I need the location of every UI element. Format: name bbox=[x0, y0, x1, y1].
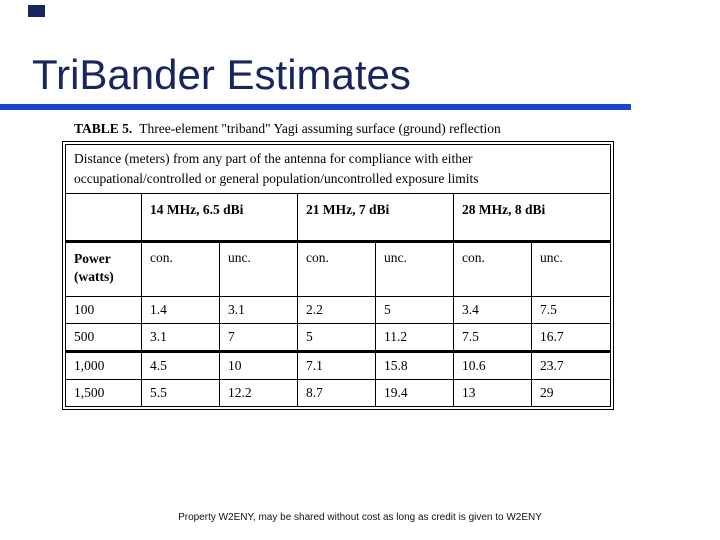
table-caption: TABLE 5. Three-element "triband" Yagi ass… bbox=[62, 121, 507, 138]
power-header-label: Power (watts) bbox=[74, 251, 114, 284]
value-cell: 11.2 bbox=[375, 323, 454, 353]
value-cell: 10.6 bbox=[453, 350, 532, 381]
band-header-14mhz: 14 MHz, 6.5 dBi bbox=[141, 193, 298, 244]
distance-note-cell: Distance (meters) from any part of the a… bbox=[65, 143, 611, 195]
sub-header-cell: unc. bbox=[375, 241, 454, 298]
table-figure: TABLE 5. Three-element "triband" Yagi ass… bbox=[62, 121, 618, 411]
value-cell: 3.4 bbox=[453, 296, 532, 325]
band-header-21mhz: 21 MHz, 7 dBi bbox=[297, 193, 454, 244]
value-cell: 10 bbox=[219, 350, 298, 381]
table-outer-border-box: Distance (meters) from any part of the a… bbox=[62, 140, 614, 411]
sub-header-cell: unc. bbox=[219, 241, 298, 298]
table-row: 100 1.4 3.1 2.2 5 3.4 7.5 bbox=[65, 296, 611, 325]
value-cell: 5 bbox=[375, 296, 454, 325]
table-row: 1,500 5.5 12.2 8.7 19.4 13 29 bbox=[65, 379, 611, 408]
value-cell: 1.4 bbox=[141, 296, 220, 325]
value-cell: 7.5 bbox=[531, 296, 611, 325]
value-cell: 3.1 bbox=[219, 296, 298, 325]
sub-header-cell: con. bbox=[453, 241, 532, 298]
table-note-row: Distance (meters) from any part of the a… bbox=[65, 143, 611, 195]
column-header-row: Power (watts) con. unc. con. unc. con. u… bbox=[65, 241, 611, 298]
power-cell: 500 bbox=[65, 323, 142, 353]
value-cell: 16.7 bbox=[531, 323, 611, 353]
value-cell: 4.5 bbox=[141, 350, 220, 381]
value-cell: 3.1 bbox=[141, 323, 220, 353]
power-cell: 100 bbox=[65, 296, 142, 325]
sub-header-cell: unc. bbox=[531, 241, 611, 298]
table-row: 1,000 4.5 10 7.1 15.8 10.6 23.7 bbox=[65, 350, 611, 381]
corner-accent-bar bbox=[28, 5, 45, 17]
value-cell: 15.8 bbox=[375, 350, 454, 381]
value-cell: 7 bbox=[219, 323, 298, 353]
value-cell: 7.5 bbox=[453, 323, 532, 353]
power-cell: 1,000 bbox=[65, 350, 142, 381]
value-cell: 12.2 bbox=[219, 379, 298, 408]
power-cell: 1,500 bbox=[65, 379, 142, 408]
value-cell: 13 bbox=[453, 379, 532, 408]
band-header-28mhz: 28 MHz, 8 dBi bbox=[453, 193, 611, 244]
title-underline-rule bbox=[0, 104, 631, 110]
value-cell: 2.2 bbox=[297, 296, 376, 325]
value-cell: 5 bbox=[297, 323, 376, 353]
exposure-distance-table: Distance (meters) from any part of the a… bbox=[65, 143, 611, 408]
sub-header-cell: con. bbox=[297, 241, 376, 298]
table-caption-text: Three-element "triband" Yagi assuming su… bbox=[139, 121, 501, 136]
value-cell: 23.7 bbox=[531, 350, 611, 381]
value-cell: 7.1 bbox=[297, 350, 376, 381]
value-cell: 19.4 bbox=[375, 379, 454, 408]
empty-corner-cell bbox=[65, 193, 142, 244]
table-caption-label: TABLE 5. bbox=[74, 121, 133, 136]
value-cell: 8.7 bbox=[297, 379, 376, 408]
footer-credit-text: Property W2ENY, may be shared without co… bbox=[178, 512, 542, 523]
value-cell: 5.5 bbox=[141, 379, 220, 408]
table-row: 500 3.1 7 5 11.2 7.5 16.7 bbox=[65, 323, 611, 353]
power-header-cell: Power (watts) bbox=[65, 241, 142, 298]
page-title: TriBander Estimates bbox=[32, 51, 411, 98]
band-header-row: 14 MHz, 6.5 dBi 21 MHz, 7 dBi 28 MHz, 8 … bbox=[65, 193, 611, 244]
sub-header-cell: con. bbox=[141, 241, 220, 298]
value-cell: 29 bbox=[531, 379, 611, 408]
distance-note-text: Distance (meters) from any part of the a… bbox=[74, 150, 479, 187]
